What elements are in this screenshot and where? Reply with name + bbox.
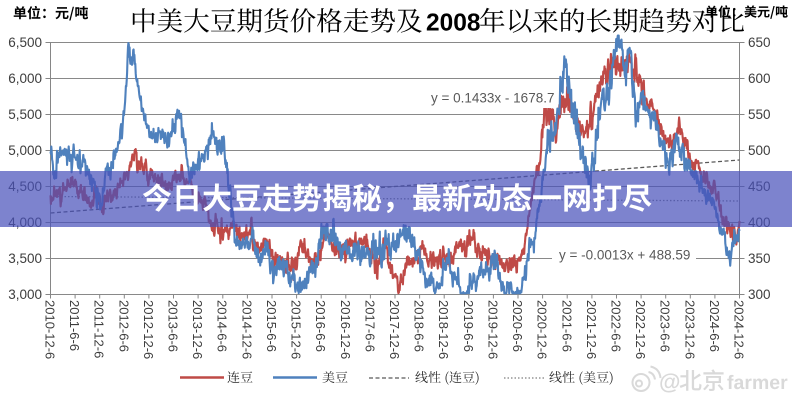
svg-text:2021-12-6: 2021-12-6: [584, 300, 599, 359]
svg-text:2023-6-6: 2023-6-6: [658, 300, 673, 352]
svg-text:3,000: 3,000: [8, 287, 42, 302]
svg-text:6,000: 6,000: [8, 71, 42, 86]
svg-text:2014-6-6: 2014-6-6: [215, 300, 230, 352]
svg-text:y = -0.0013x + 488.59: y = -0.0013x + 488.59: [559, 248, 690, 263]
svg-text:5,000: 5,000: [8, 143, 42, 158]
svg-text:300: 300: [748, 287, 771, 302]
svg-text:2013-6-6: 2013-6-6: [166, 300, 181, 352]
svg-text:2016-6-6: 2016-6-6: [313, 300, 328, 352]
svg-text:2024-6-6: 2024-6-6: [707, 300, 722, 352]
svg-text:2021-6-6: 2021-6-6: [559, 300, 574, 352]
svg-text:2015-12-6: 2015-12-6: [289, 300, 304, 359]
svg-text:2016-12-6: 2016-12-6: [338, 300, 353, 359]
svg-text:5,500: 5,500: [8, 107, 42, 122]
svg-text:2014-12-6: 2014-12-6: [239, 300, 254, 359]
svg-text:2023-12-6: 2023-12-6: [682, 300, 697, 359]
svg-text:2018-6-6: 2018-6-6: [412, 300, 427, 352]
svg-text:550: 550: [748, 107, 771, 122]
svg-text:350: 350: [748, 251, 771, 266]
svg-text:2017-12-6: 2017-12-6: [387, 300, 402, 359]
svg-text:2011-6-6: 2011-6-6: [67, 300, 82, 351]
svg-text:650: 650: [748, 35, 771, 50]
svg-text:2017-6-6: 2017-6-6: [362, 300, 377, 352]
svg-text:y = 0.1433x - 1678.7: y = 0.1433x - 1678.7: [431, 91, 554, 106]
svg-text:2013-12-6: 2013-12-6: [190, 300, 205, 359]
svg-text:600: 600: [748, 71, 771, 86]
svg-text:2010-12-6: 2010-12-6: [43, 300, 58, 359]
svg-text:2012-6-6: 2012-6-6: [116, 300, 131, 352]
svg-text:2012-12-6: 2012-12-6: [141, 300, 156, 359]
svg-text:2019-6-6: 2019-6-6: [461, 300, 476, 352]
svg-text:2020-6-6: 2020-6-6: [510, 300, 525, 352]
svg-text:500: 500: [748, 143, 771, 158]
svg-text:6,500: 6,500: [8, 35, 42, 50]
svg-text:2024-12-6: 2024-12-6: [732, 300, 747, 359]
svg-text:2022-6-6: 2022-6-6: [609, 300, 624, 352]
svg-text:2018-12-6: 2018-12-6: [436, 300, 451, 359]
svg-text:2020-12-6: 2020-12-6: [535, 300, 550, 359]
svg-text:2022-12-6: 2022-12-6: [633, 300, 648, 359]
svg-text:2015-6-6: 2015-6-6: [264, 300, 279, 352]
svg-text:2011-12-6: 2011-12-6: [92, 300, 107, 358]
svg-text:3,500: 3,500: [8, 251, 42, 266]
svg-text:2019-12-6: 2019-12-6: [485, 300, 500, 359]
